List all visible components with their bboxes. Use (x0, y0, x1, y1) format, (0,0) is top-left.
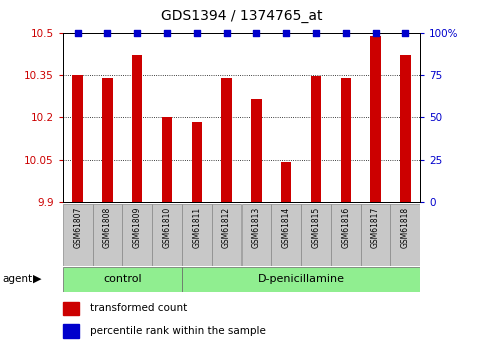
Text: GSM61813: GSM61813 (252, 207, 261, 248)
Text: GSM61817: GSM61817 (371, 207, 380, 248)
Bar (390, 204, 420, 266)
Bar (271, 204, 301, 266)
Text: percentile rank within the sample: percentile rank within the sample (90, 326, 266, 336)
Bar (63, 324, 79, 338)
Bar (63, 204, 93, 266)
Bar (301, 204, 331, 266)
Bar (251, 99, 262, 202)
Text: transformed count: transformed count (90, 303, 187, 313)
Text: GSM61811: GSM61811 (192, 207, 201, 248)
Bar (400, 55, 411, 202)
Bar (331, 204, 361, 266)
Text: control: control (103, 274, 142, 284)
Point (223, 30, 230, 36)
Point (163, 30, 171, 36)
Bar (212, 204, 242, 266)
Bar (192, 121, 202, 202)
Text: GDS1394 / 1374765_at: GDS1394 / 1374765_at (161, 9, 322, 23)
Text: GSM61814: GSM61814 (282, 207, 291, 248)
Point (342, 30, 350, 36)
Text: GSM61807: GSM61807 (73, 207, 82, 248)
Bar (341, 78, 351, 202)
Text: GSM61809: GSM61809 (133, 207, 142, 248)
Bar (182, 267, 420, 292)
Bar (102, 78, 113, 202)
Text: GSM61812: GSM61812 (222, 207, 231, 248)
Text: agent: agent (2, 274, 32, 284)
Text: GSM61815: GSM61815 (312, 207, 320, 248)
Text: GSM61816: GSM61816 (341, 207, 350, 248)
Bar (361, 204, 390, 266)
Bar (242, 204, 271, 266)
Bar (132, 55, 142, 202)
Bar (281, 162, 291, 202)
Bar (63, 302, 79, 315)
Text: GSM61808: GSM61808 (103, 207, 112, 248)
Point (282, 30, 290, 36)
Text: ▶: ▶ (33, 274, 42, 284)
Bar (152, 204, 182, 266)
Bar (122, 204, 152, 266)
Point (104, 30, 112, 36)
Text: GSM61810: GSM61810 (163, 207, 171, 248)
Point (253, 30, 260, 36)
Bar (311, 77, 321, 202)
Point (193, 30, 201, 36)
Bar (370, 36, 381, 202)
Bar (72, 75, 83, 202)
Point (372, 30, 380, 36)
Bar (162, 117, 172, 202)
Point (312, 30, 320, 36)
Bar (221, 78, 232, 202)
Bar (93, 204, 122, 266)
Point (401, 30, 409, 36)
Bar (182, 204, 212, 266)
Bar (63, 267, 182, 292)
Point (133, 30, 141, 36)
Text: D-penicillamine: D-penicillamine (257, 274, 344, 284)
Text: GSM61818: GSM61818 (401, 207, 410, 248)
Point (74, 30, 82, 36)
